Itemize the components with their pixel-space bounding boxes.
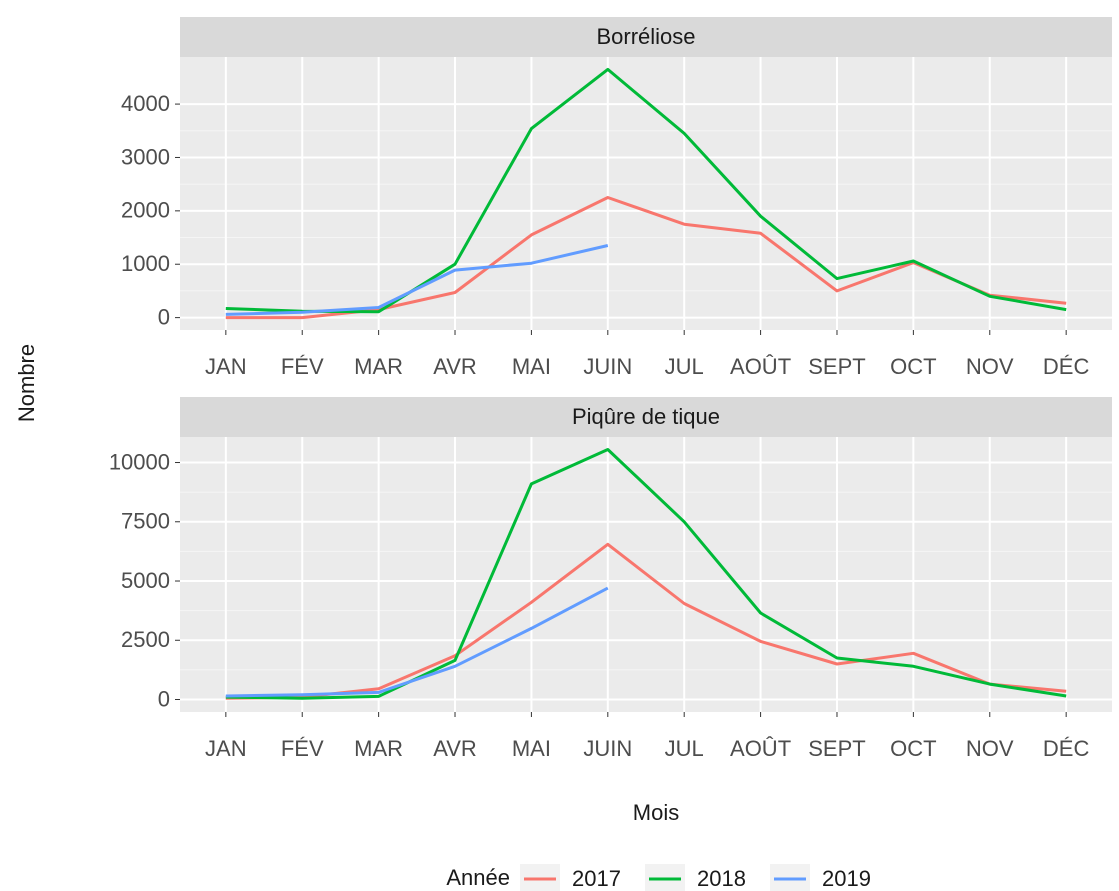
x-tick-label: MAI (512, 736, 551, 761)
series-line: 2017 (225, 542, 1067, 700)
x-tick-label: OCT (890, 354, 936, 379)
y-tick-label: 1000 (121, 251, 170, 276)
y-tick-label: 2500 (121, 627, 170, 652)
legend-title: Année (446, 865, 510, 890)
series-line: 2019 (225, 586, 609, 698)
series-line: 2018 (225, 67, 1067, 314)
x-tick-label: AVR (433, 354, 477, 379)
legend-label: 2017 (572, 866, 621, 891)
series-line: 2019 (225, 244, 609, 316)
x-tick-label: MAI (512, 354, 551, 379)
y-tick-label: 4000 (121, 91, 170, 116)
legend-label: 2018 (697, 866, 746, 891)
x-tick-label: JAN (205, 736, 247, 761)
panel-title: Piqûre de tique (572, 404, 720, 429)
x-tick-label: AVR (433, 736, 477, 761)
y-tick-label: 3000 (121, 144, 170, 169)
y-tick-label: 2000 (121, 198, 170, 223)
x-tick-label: SEPT (808, 736, 865, 761)
x-tick-label: SEPT (808, 354, 865, 379)
x-tick-label: DÉC (1043, 736, 1090, 761)
x-tick-label: NOV (966, 736, 1014, 761)
x-tick-label: JUL (665, 354, 704, 379)
series-line: 2018 (225, 448, 1067, 700)
x-tick-label: JUIN (583, 354, 632, 379)
panel-title: Borréliose (596, 24, 695, 49)
y-tick-label: 10000 (109, 449, 170, 474)
legend-label: 2019 (822, 866, 871, 891)
x-tick-label: DÉC (1043, 354, 1090, 379)
y-tick-label: 5000 (121, 568, 170, 593)
y-tick-label: 0 (158, 304, 170, 329)
x-axis-title: Mois (633, 800, 679, 825)
y-axis-title: Nombre (14, 344, 39, 422)
x-tick-label: MAR (354, 354, 403, 379)
x-tick-label: FÉV (281, 736, 324, 761)
x-tick-label: AOÛT (730, 736, 791, 761)
strip (180, 17, 1112, 57)
x-tick-label: JUL (665, 736, 704, 761)
x-tick-label: OCT (890, 736, 936, 761)
x-tick-label: NOV (966, 354, 1014, 379)
x-tick-label: MAR (354, 736, 403, 761)
x-tick-label: AOÛT (730, 354, 791, 379)
strip (180, 397, 1112, 437)
x-tick-label: FÉV (281, 354, 324, 379)
y-tick-label: 0 (158, 686, 170, 711)
x-tick-label: JUIN (583, 736, 632, 761)
y-tick-label: 7500 (121, 509, 170, 534)
x-tick-label: JAN (205, 354, 247, 379)
